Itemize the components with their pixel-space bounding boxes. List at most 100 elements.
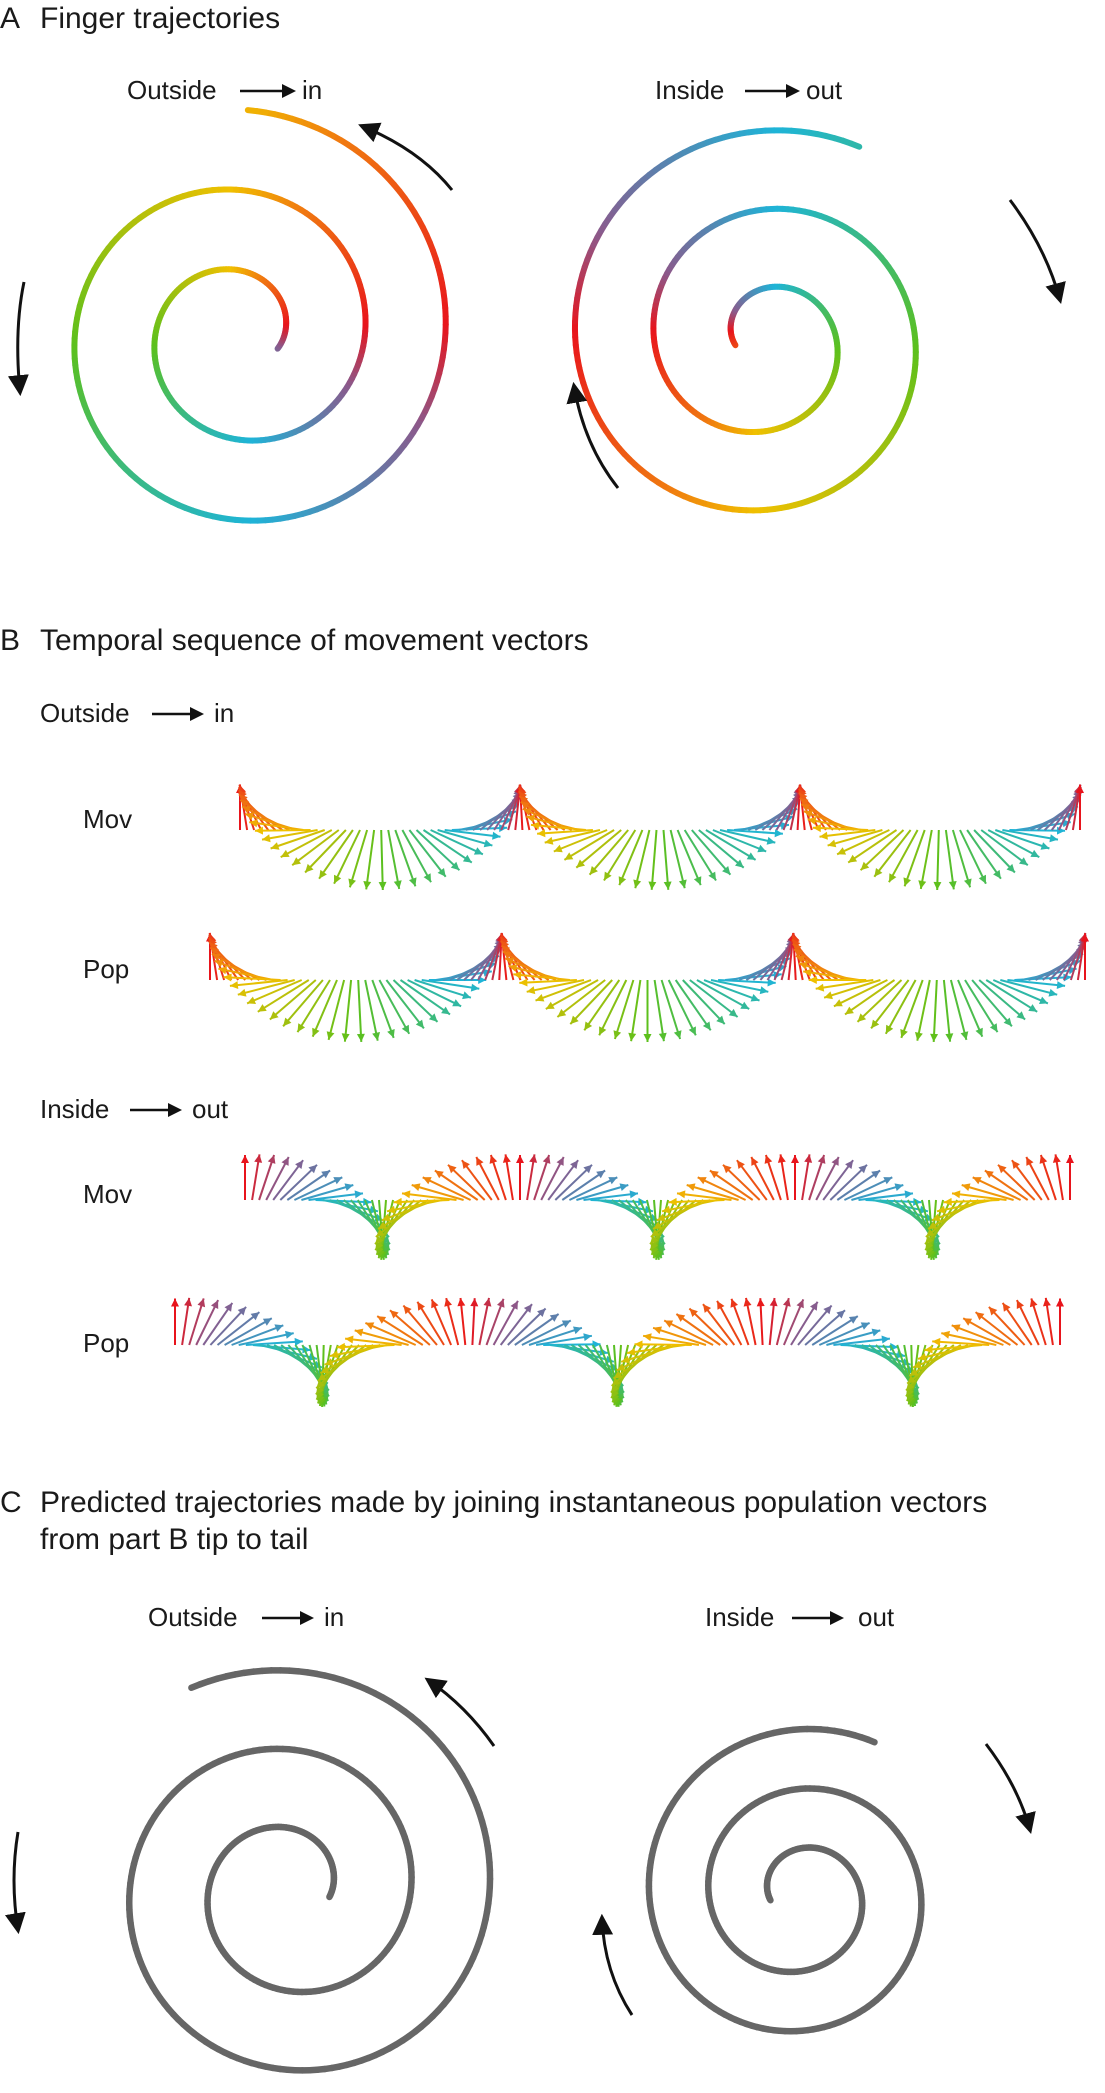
- movement-vector-head: [848, 854, 858, 863]
- movement-vector: [507, 1307, 547, 1346]
- movement-vector-head: [240, 799, 249, 808]
- movement-vector: [804, 1309, 846, 1346]
- movement-vector-head: [889, 873, 897, 883]
- movement-vector-head: [1052, 1154, 1061, 1163]
- movement-vector-head: [913, 1360, 922, 1369]
- movement-vector-head: [434, 1170, 444, 1179]
- movement-vector: [698, 829, 745, 869]
- movement-vector-head: [759, 986, 769, 995]
- movement-vector-head: [663, 881, 672, 890]
- movement-vector-head: [975, 1312, 985, 1321]
- panel-b-group2-label: Inside out: [40, 1094, 229, 1124]
- movement-vector: [971, 979, 1013, 1027]
- movement-vector-head: [735, 859, 744, 868]
- movement-vector-head: [804, 1154, 813, 1163]
- movement-vector-head: [452, 999, 462, 1007]
- movement-vector: [676, 1192, 732, 1201]
- movement-vector: [354, 1329, 409, 1346]
- movement-vector: [598, 979, 628, 1036]
- right-arrow-head: [786, 84, 800, 98]
- movement-vector: [942, 979, 952, 1042]
- movement-vector: [1000, 979, 1058, 996]
- movement-vector-head: [799, 961, 808, 970]
- movement-vector-head: [320, 1365, 330, 1374]
- label-outside: Outside: [148, 1602, 238, 1632]
- movement-vector: [888, 829, 919, 883]
- movement-vector: [924, 1344, 983, 1352]
- panel-b-title: Temporal sequence of movement vectors: [40, 624, 589, 657]
- movement-vector-head: [492, 831, 501, 840]
- movement-vector-head: [767, 978, 776, 987]
- movement-vector-head: [242, 806, 251, 814]
- movement-vector: [380, 829, 384, 891]
- movement-vector: [576, 1184, 629, 1201]
- movement-vector-head: [658, 1032, 667, 1042]
- movement-vector-head: [993, 869, 1001, 879]
- label-out: out: [192, 1094, 229, 1124]
- movement-vector-head: [237, 1306, 247, 1316]
- movement-vector: [674, 979, 712, 1031]
- movement-vector: [216, 1311, 261, 1346]
- movement-vector-head: [650, 1228, 660, 1237]
- movement-vector-head: [664, 1320, 674, 1328]
- panel-c-title-line2: from part B tip to tail: [40, 1523, 308, 1556]
- movement-vector-head: [608, 1177, 618, 1185]
- movement-vector: [943, 1199, 1000, 1204]
- movement-vector-head: [308, 1164, 317, 1174]
- movement-vector: [329, 1344, 388, 1357]
- movement-vector-head: [254, 1154, 263, 1163]
- movement-vector: [966, 829, 1002, 880]
- movement-vector-head: [676, 1314, 686, 1322]
- movement-vector-head: [545, 1001, 555, 1009]
- movement-vector-head: [766, 836, 776, 845]
- movement-vector-head: [393, 1197, 402, 1206]
- movement-vector: [393, 1199, 450, 1204]
- movement-vector-head: [519, 796, 528, 805]
- movement-vector: [613, 979, 635, 1040]
- movement-vector: [422, 829, 473, 864]
- movement-vector-head: [964, 878, 972, 888]
- movement-vector: [815, 979, 874, 990]
- movement-vector-head: [1006, 863, 1015, 873]
- movement-vector-head: [686, 1183, 696, 1191]
- movement-vector-head: [470, 1298, 479, 1307]
- movement-vector: [663, 1319, 714, 1346]
- movement-vector-head: [903, 877, 911, 887]
- movement-vector: [415, 829, 461, 871]
- movement-vector: [736, 1159, 768, 1201]
- movement-vector-head: [526, 986, 536, 995]
- panel-b-letter: B: [0, 624, 20, 657]
- movement-vector: [1016, 1299, 1040, 1346]
- movement-vector-head: [1049, 834, 1058, 843]
- movement-vector: [445, 1297, 460, 1346]
- movement-vector-head: [292, 857, 301, 866]
- movement-vector: [188, 1298, 205, 1346]
- movement-vector-head: [431, 1299, 439, 1309]
- finger-trajectory-outside-in: [71, 107, 449, 524]
- movement-vector: [961, 1184, 1014, 1201]
- movement-vector-head: [295, 1160, 304, 1169]
- movement-vector-head: [616, 1363, 626, 1371]
- movement-vector-head: [845, 1006, 854, 1015]
- movement-vector: [932, 1340, 990, 1346]
- movement-vector-head: [673, 1030, 682, 1039]
- right-arrow-head: [300, 1611, 314, 1625]
- movement-vector: [430, 829, 484, 856]
- movement-vector-head: [229, 981, 239, 989]
- movement-vector: [356, 1199, 391, 1251]
- movement-vector: [521, 1319, 572, 1346]
- movement-vector-head: [774, 829, 783, 838]
- movement-vector-head: [989, 1023, 998, 1033]
- movement-vector: [703, 979, 760, 1002]
- movement-vector-head: [871, 1019, 880, 1029]
- movement-vector: [528, 1326, 583, 1346]
- movement-vector-head: [693, 876, 702, 886]
- movement-vector-head: [961, 1183, 971, 1191]
- movement-vector: [402, 1304, 438, 1346]
- movement-vector: [750, 1156, 775, 1201]
- movement-vector-head: [510, 1300, 518, 1310]
- movement-vector: [583, 979, 621, 1031]
- movement-vector: [327, 979, 346, 1041]
- movement-vector-head: [857, 1013, 867, 1022]
